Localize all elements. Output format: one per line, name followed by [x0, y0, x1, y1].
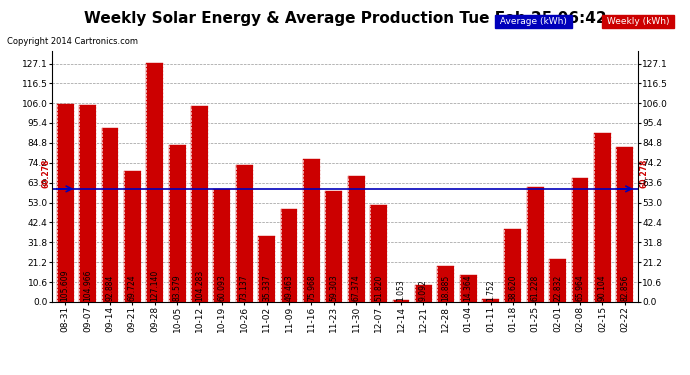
Bar — [594, 133, 611, 302]
Bar — [303, 159, 320, 302]
Text: Average (kWh): Average (kWh) — [497, 17, 569, 26]
Text: 83.579: 83.579 — [172, 274, 181, 301]
Bar — [79, 105, 96, 302]
Text: Weekly Solar Energy & Average Production Tue Feb 25 06:42: Weekly Solar Energy & Average Production… — [83, 11, 607, 26]
Text: 22.832: 22.832 — [553, 274, 562, 301]
Text: 65.964: 65.964 — [575, 274, 584, 301]
Bar — [393, 300, 409, 302]
Text: 35.337: 35.337 — [262, 274, 271, 301]
Bar — [437, 267, 454, 302]
Bar — [460, 275, 477, 302]
Bar — [101, 128, 119, 302]
Text: 60.093: 60.093 — [217, 274, 226, 301]
Text: 67.374: 67.374 — [352, 274, 361, 301]
Bar — [124, 171, 141, 302]
Text: 61.228: 61.228 — [531, 274, 540, 301]
Bar — [527, 187, 544, 302]
Text: 1.752: 1.752 — [486, 279, 495, 301]
Text: 90.104: 90.104 — [598, 274, 607, 301]
Text: 60.278: 60.278 — [640, 159, 649, 188]
Text: 104.283: 104.283 — [195, 270, 204, 301]
Text: 18.885: 18.885 — [441, 274, 451, 301]
Bar — [146, 63, 163, 302]
Bar — [169, 145, 186, 302]
Bar — [213, 189, 230, 302]
Text: 51.820: 51.820 — [374, 274, 383, 301]
Text: 49.463: 49.463 — [284, 274, 293, 301]
Text: 75.968: 75.968 — [307, 274, 316, 301]
Text: 127.140: 127.140 — [150, 270, 159, 301]
Text: Weekly (kWh): Weekly (kWh) — [604, 17, 672, 26]
Text: 9.092: 9.092 — [419, 279, 428, 301]
Bar — [191, 106, 208, 302]
Text: 105.609: 105.609 — [61, 269, 70, 301]
Bar — [57, 104, 74, 302]
Bar — [415, 285, 432, 302]
Bar — [236, 165, 253, 302]
Text: 73.137: 73.137 — [239, 274, 249, 301]
Text: 92.884: 92.884 — [106, 274, 115, 301]
Bar — [571, 178, 589, 302]
Bar — [616, 147, 633, 302]
Bar — [370, 205, 387, 302]
Bar — [258, 236, 275, 302]
Text: 38.620: 38.620 — [509, 274, 518, 301]
Text: 59.303: 59.303 — [329, 274, 338, 301]
Bar — [348, 176, 364, 302]
Bar — [326, 190, 342, 302]
Bar — [482, 298, 499, 302]
Text: 14.364: 14.364 — [464, 274, 473, 301]
Text: 60.278: 60.278 — [41, 159, 50, 188]
Text: Copyright 2014 Cartronics.com: Copyright 2014 Cartronics.com — [7, 38, 138, 46]
Text: 69.724: 69.724 — [128, 274, 137, 301]
Text: 1.053: 1.053 — [397, 279, 406, 301]
Bar — [504, 230, 521, 302]
Bar — [549, 259, 566, 302]
Text: 82.856: 82.856 — [620, 274, 629, 301]
Bar — [281, 209, 297, 302]
Text: 104.966: 104.966 — [83, 269, 92, 301]
